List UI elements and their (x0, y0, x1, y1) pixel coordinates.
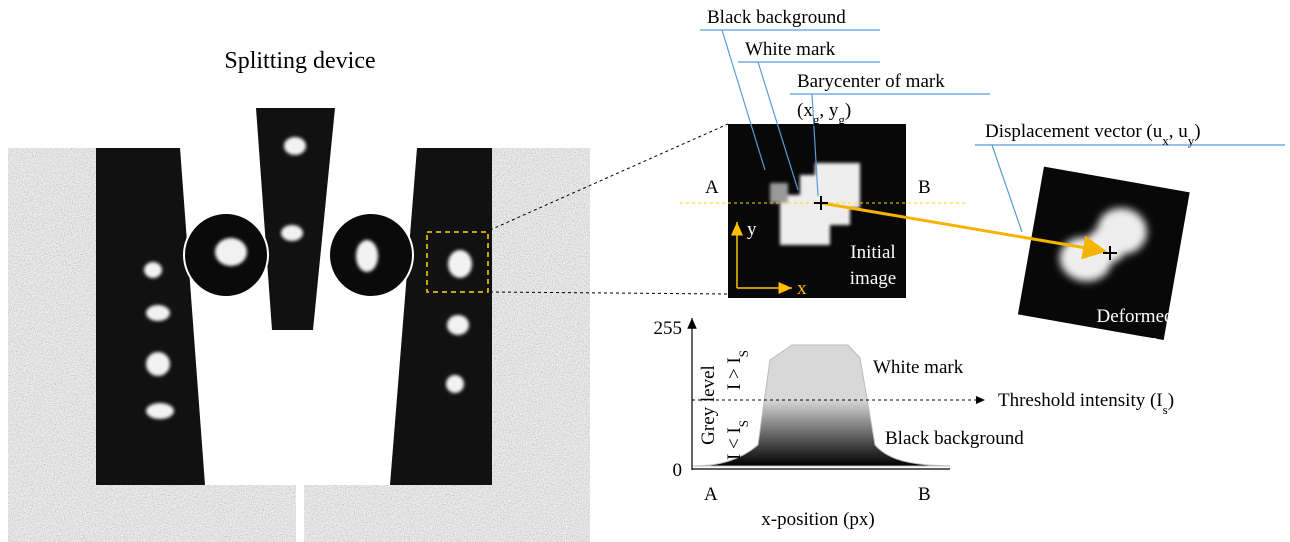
mark (144, 262, 162, 278)
barycenter-cross (814, 196, 828, 210)
subscript: y (1188, 133, 1195, 148)
initial-image (680, 124, 965, 298)
subscript: S (736, 350, 751, 357)
mark (281, 225, 303, 241)
leader (790, 93, 990, 197)
barycenter-cross (1103, 246, 1117, 260)
displacement-arrow (820, 201, 1107, 260)
white-stem (296, 485, 304, 542)
mark (146, 305, 170, 321)
axis-y-label: y (747, 219, 757, 240)
zoom-line (489, 123, 729, 231)
subscript: x (1162, 133, 1169, 148)
caption: Deformed (1096, 306, 1174, 327)
caption: image (850, 268, 896, 289)
upper-region: I > IS (724, 350, 751, 390)
mark (284, 137, 306, 155)
y-min: 0 (673, 460, 683, 481)
subscript: s (1163, 402, 1168, 417)
text-part: Displacement vector (u (985, 121, 1163, 142)
x-start: A (704, 484, 718, 505)
zoom-line (489, 291, 729, 295)
grey-level-graph (687, 318, 985, 470)
text-part: Threshold intensity (I (998, 390, 1163, 411)
leader (975, 144, 1285, 233)
mark (146, 403, 174, 419)
callout: Displacement vector (ux, uy) (985, 121, 1201, 148)
y-max: 255 (654, 318, 683, 339)
callouts (700, 29, 1285, 233)
callout: White mark (745, 39, 836, 60)
mark (356, 240, 378, 272)
text-part: , y (819, 100, 839, 121)
title: Splitting device (224, 48, 375, 74)
text-part: ) (1194, 121, 1200, 142)
specimen-image (8, 108, 590, 542)
label-a: A (705, 177, 719, 198)
leader (738, 61, 880, 191)
text-part: , u (1169, 121, 1189, 142)
leader (700, 29, 880, 171)
zoom-box (426, 231, 489, 293)
mark (447, 315, 469, 335)
callout: Black background (707, 7, 846, 28)
graph-label: Threshold intensity (Is) (998, 390, 1174, 417)
axis-x-label: x (797, 278, 807, 299)
callout: (xg, yg) (797, 100, 851, 127)
mark (215, 238, 247, 266)
mark (446, 375, 464, 393)
subscript: S (736, 420, 751, 427)
y-label: Grey level (698, 365, 719, 445)
x-end: B (918, 484, 931, 505)
text-part: I > I (724, 357, 745, 390)
graph-label: Black background (885, 428, 1024, 449)
wedge (256, 108, 335, 330)
lower-region: I < IS (724, 420, 751, 460)
text-part: ) (845, 100, 851, 121)
subscript: g (813, 112, 820, 127)
x-label: x-position (px) (761, 509, 874, 530)
caption: Initial (850, 242, 895, 263)
graph-label: White mark (873, 357, 964, 378)
text-part: I < I (724, 427, 745, 460)
mark (146, 352, 170, 376)
caption: image (1112, 331, 1158, 352)
text-part: (x (797, 100, 813, 121)
subscript: g (838, 112, 845, 127)
mark (448, 250, 472, 278)
callout: Barycenter of mark (797, 71, 945, 92)
text-part: ) (1168, 390, 1174, 411)
profile-area (691, 344, 951, 467)
label-b: B (918, 177, 931, 198)
